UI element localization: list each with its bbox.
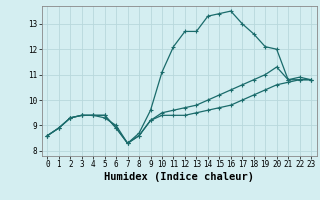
X-axis label: Humidex (Indice chaleur): Humidex (Indice chaleur) <box>104 172 254 182</box>
